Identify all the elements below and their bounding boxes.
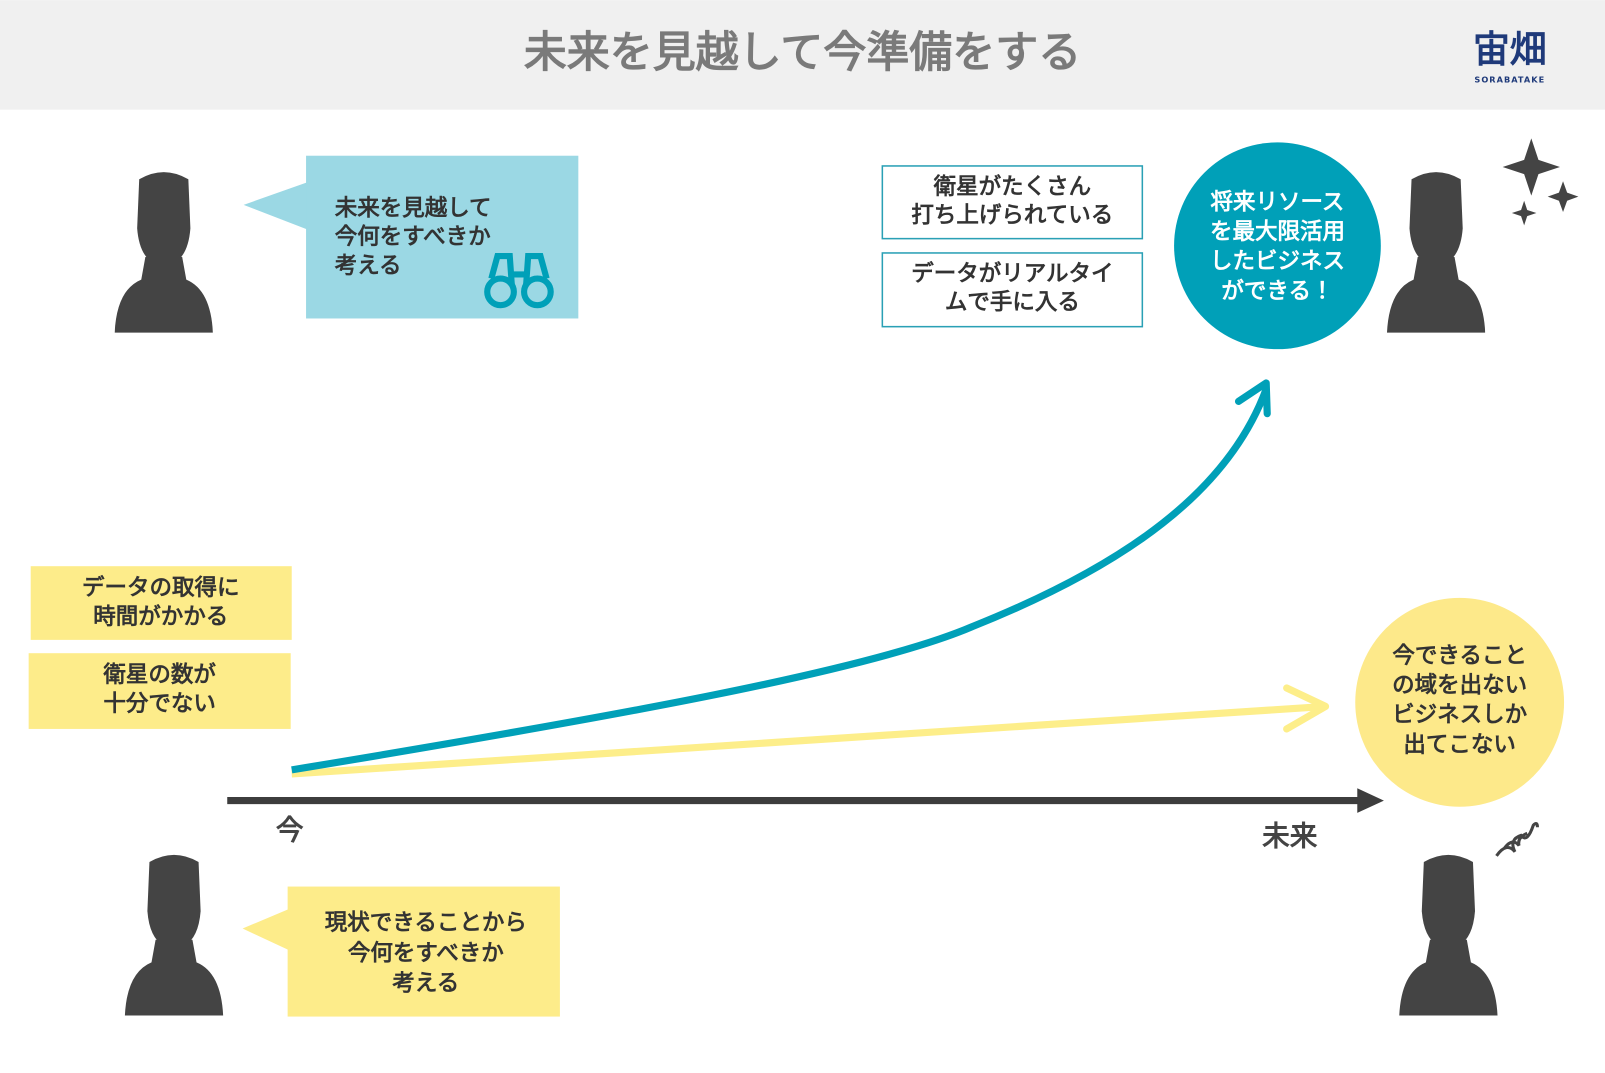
person-icon <box>114 172 213 333</box>
header-bar <box>0 0 1605 110</box>
yellow-arrowhead <box>1283 684 1330 733</box>
bubble-text: 今何をすべきか <box>348 940 504 967</box>
result-text: ができる！ <box>1221 277 1333 304</box>
result-text: したビジネス <box>1210 249 1345 275</box>
result-text: 出てこない <box>1403 732 1516 758</box>
fact-box <box>30 566 292 640</box>
bubble-text: 考える <box>391 970 459 996</box>
fact-text: ムで手に入る <box>945 290 1080 316</box>
fact-box <box>28 653 291 729</box>
teal-trend <box>291 387 1270 774</box>
result-text: の域を出ない <box>1392 671 1527 698</box>
sparkles <box>1502 138 1579 226</box>
fact-text: 時間がかかる <box>93 603 228 630</box>
axis-label: 今 <box>276 813 304 846</box>
speech-bubble <box>287 886 560 1017</box>
result-circle <box>1174 142 1381 350</box>
person-icon <box>124 854 224 1016</box>
result-circle <box>1355 597 1565 807</box>
person-icon <box>1399 854 1498 1016</box>
logo: 宙畑 <box>1473 28 1547 71</box>
axis-label: 未来 <box>1262 819 1318 852</box>
fact-text: 衛星がたくさん <box>933 173 1092 200</box>
logo-sub: SORABATAKE <box>1474 74 1545 84</box>
speech-bubble <box>306 155 579 319</box>
binoculars-icon <box>484 252 554 309</box>
bubble-text: 現状できることから <box>325 910 527 936</box>
result-text: 今できること <box>1392 642 1527 669</box>
yellow-trend <box>291 702 1326 778</box>
result-text: 将来リソース <box>1211 188 1345 215</box>
fact-text: 打ち上げられている <box>911 203 1113 229</box>
title: 未来を見越して今準備をする <box>524 28 1082 78</box>
fact-text: データがリアルタイ <box>911 260 1113 287</box>
bubble-tail <box>243 182 308 230</box>
fact-text: 十分でない <box>103 691 216 717</box>
bubble-text: 今何をすべきか <box>335 223 491 250</box>
bubble-text: 考える <box>334 253 402 279</box>
bubble-tail <box>242 909 289 951</box>
bubble-text: 未来を見越して <box>335 195 492 221</box>
result-text: を最大限活用 <box>1210 219 1345 245</box>
teal-arrowhead <box>1234 379 1271 418</box>
fact-box <box>881 252 1144 328</box>
fact-box <box>881 165 1144 240</box>
fact-text: 衛星の数が <box>102 661 216 688</box>
confusion-scribble <box>1495 822 1539 857</box>
axis-arrowhead <box>1357 788 1384 813</box>
result-text: ビジネスしか <box>1392 702 1528 728</box>
person-icon <box>1386 172 1486 333</box>
fact-text: データの取得に <box>82 574 240 601</box>
